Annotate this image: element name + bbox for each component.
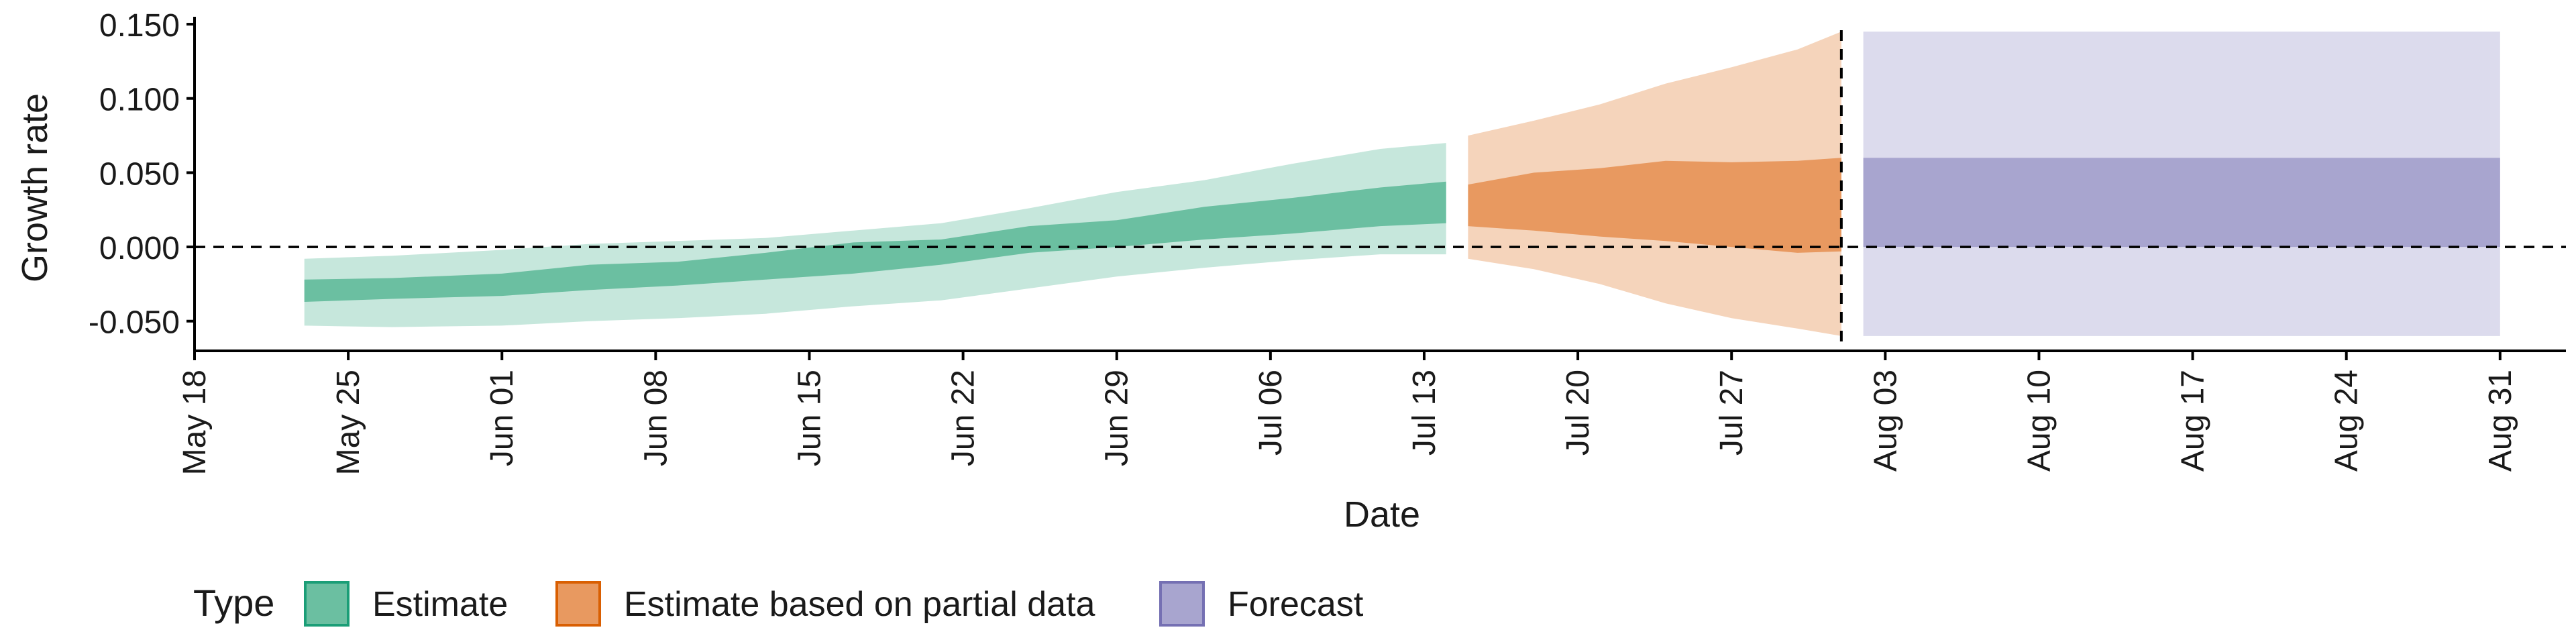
x-tick-label: Jun 15 (792, 370, 828, 466)
legend-key-estimate-based-on-partial-data (555, 581, 601, 627)
forecast-inner-band (1863, 158, 2500, 248)
x-tick-label: May 18 (177, 370, 213, 475)
legend-key-estimate (304, 581, 350, 627)
x-axis-title: Date (1344, 494, 1420, 535)
x-tick-label: Aug 31 (2483, 370, 2518, 472)
x-tick-label: Jul 20 (1560, 370, 1596, 455)
band-layer (304, 32, 2500, 336)
legend: Type Estimate Estimate based on partial d… (193, 581, 1364, 627)
legend-label-forecast: Forecast (1228, 585, 1364, 624)
x-tick-label: Aug 03 (1868, 370, 1903, 472)
reference-lines (195, 30, 2566, 351)
x-tick-label: May 25 (331, 370, 366, 475)
x-tick-label: Jul 06 (1253, 370, 1289, 455)
x-tick-label: Aug 17 (2176, 370, 2211, 472)
legend-label-estimate: Estimate (372, 585, 508, 624)
estimate-based-on-partial-data-inner-band (1468, 158, 1841, 253)
legend-title: Type (193, 582, 274, 624)
x-tick-label: Jun 01 (484, 370, 520, 466)
x-tick-label: Jun 29 (1099, 370, 1135, 466)
y-tick-label: -0.050 (89, 305, 180, 341)
legend-key-forecast (1159, 581, 1205, 627)
y-axis-title: Growth rate (15, 93, 55, 282)
y-tick-label: 0.150 (99, 8, 180, 44)
x-tick-label: Jun 08 (638, 370, 674, 466)
legend-items: Estimate Estimate based on partial data Fo… (304, 581, 1364, 627)
x-tick-label: Jun 22 (946, 370, 981, 466)
estimate-outer-band (304, 143, 1446, 327)
x-tick-label: Jul 13 (1407, 370, 1442, 455)
legend-label-estimate-based-on-partial-data: Estimate based on partial data (624, 585, 1095, 624)
x-tick-label: Aug 24 (2329, 370, 2365, 472)
y-tick-label: 0.000 (99, 231, 180, 266)
y-tick-label: 0.050 (99, 156, 180, 192)
y-tick-label: 0.100 (99, 83, 180, 118)
estimate-inner-band (304, 181, 1446, 302)
axes-layer: -0.050 0.000 0.050 0.100 0.150 May 18 May 25 Ju… (89, 8, 2566, 475)
x-tick-label: Jul 27 (1714, 370, 1750, 455)
x-tick-label: Aug 10 (2021, 370, 2057, 472)
